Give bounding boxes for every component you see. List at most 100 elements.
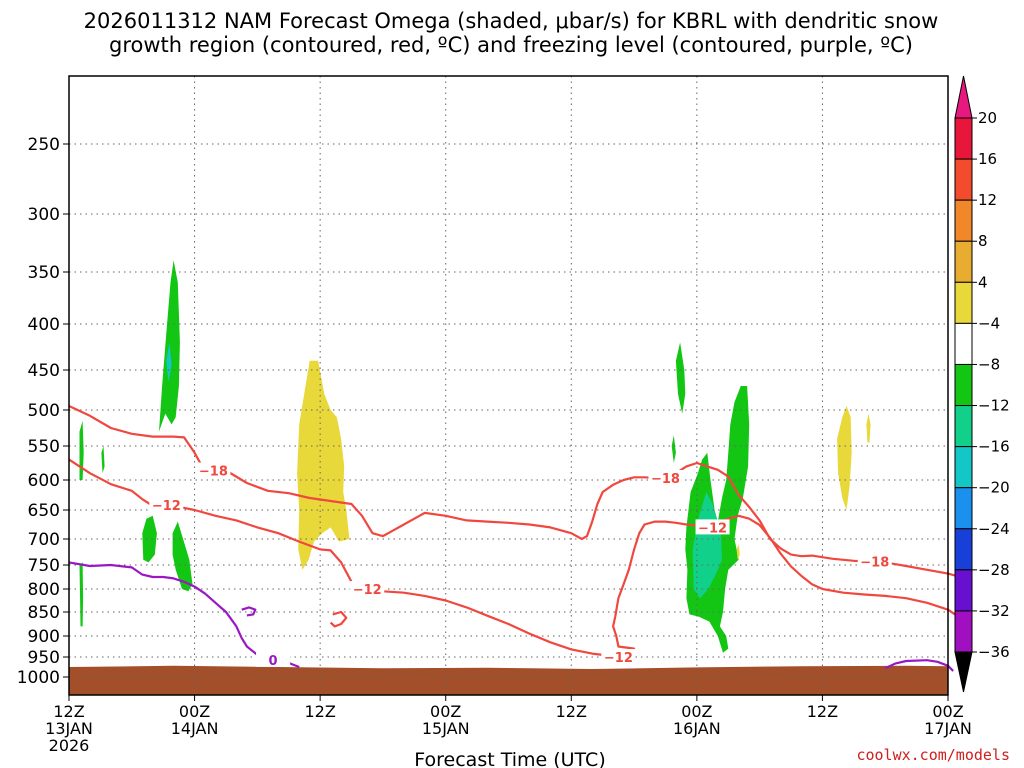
contour-label-0: −18 — [199, 464, 228, 479]
chart-title-line1: 2026011312 NAM Forecast Omega (shaded, μ… — [84, 9, 939, 33]
colorbar-label-3: 8 — [978, 232, 988, 250]
contour-line-0 — [68, 405, 964, 580]
y-tick-label-700: 700 — [28, 530, 60, 550]
credit-text: coolwx.com/models — [856, 746, 1010, 764]
x-tick-label-12-1: 14JAN — [171, 719, 219, 738]
omega-region-5 — [142, 515, 157, 563]
colorbar-label-8: −16 — [978, 438, 1010, 456]
terrain-fill — [69, 665, 948, 695]
colorbar-label-1: 16 — [978, 150, 997, 168]
y-tick-label-300: 300 — [28, 205, 60, 225]
terrain-polygon — [69, 665, 948, 695]
colorbar-segment-2 — [954, 199, 973, 242]
x-tick-label-72-0: 12Z — [807, 702, 838, 721]
omega-region-6 — [172, 521, 193, 592]
contour-line-2 — [329, 610, 348, 628]
contour-label-7: 0 — [269, 654, 278, 669]
colorbar-segment-10 — [954, 528, 973, 571]
omega-region-1 — [166, 342, 172, 382]
y-tick-label-900: 900 — [28, 627, 60, 647]
omega-region-9 — [671, 435, 676, 463]
x-tick-label-84-0: 00Z — [932, 702, 963, 721]
omega-region-3 — [101, 446, 105, 474]
y-tick-label-950: 950 — [28, 648, 60, 668]
colorbar-label-11: −28 — [978, 561, 1010, 579]
omega-region-4 — [79, 562, 84, 627]
colorbar-segment-5 — [954, 322, 973, 365]
omega-region-13 — [837, 406, 852, 510]
colorbar-label-2: 12 — [978, 191, 997, 209]
y-tick-label-600: 600 — [28, 471, 60, 491]
y-tick-label-500: 500 — [28, 401, 60, 421]
colorbar-label-6: −8 — [978, 355, 1000, 373]
colorbar-label-10: −24 — [978, 520, 1010, 538]
y-tick-label-250: 250 — [28, 135, 60, 155]
x-tick-label-60-1: 16JAN — [673, 719, 721, 738]
omega-region-14 — [866, 413, 871, 443]
colorbar-segment-9 — [954, 487, 973, 530]
y-tick-label-400: 400 — [28, 315, 60, 335]
x-tick-label-60-0: 00Z — [681, 702, 712, 721]
chart-title-line2: growth region (contoured, red, ºC) and f… — [109, 33, 913, 57]
contour-label-2: −18 — [651, 472, 680, 487]
colorbar-bottom-arrow — [954, 651, 973, 693]
contour-label-6: −12 — [604, 651, 633, 666]
y-tick-label-800: 800 — [28, 580, 60, 600]
colorbar-segment-6 — [954, 363, 973, 407]
contour-label-bg-3 — [695, 519, 730, 535]
omega-region-11 — [692, 492, 722, 599]
x-tick-label-0-0: 12Z — [53, 702, 84, 721]
x-tick-label-36-1: 15JAN — [422, 719, 470, 738]
y-tick-label-650: 650 — [28, 501, 60, 521]
y-tick-label-550: 550 — [28, 437, 60, 457]
contour-line-4 — [241, 606, 257, 617]
colorbar-segment-12 — [954, 610, 973, 653]
colorbar-segment-11 — [954, 569, 973, 612]
x-tick-label-48-0: 12Z — [556, 702, 587, 721]
colorbar: 20 16 12 8 4 −4 −8 −12 −16 −20 −24 −28 −32 −36 — [954, 75, 1010, 693]
contour-label-bg-0 — [196, 462, 231, 478]
colorbar-segment-8 — [954, 446, 973, 489]
omega-shading — [79, 260, 965, 653]
omega-region-7 — [297, 360, 350, 570]
contour-label-5: −12 — [353, 583, 382, 598]
contour-label-bg-7 — [256, 651, 291, 667]
contour-line-1 — [68, 458, 960, 659]
y-tick-label-350: 350 — [28, 263, 60, 283]
contour-label-3: −12 — [698, 521, 727, 536]
x-tick-label-0-1: 13JAN — [45, 719, 93, 738]
colorbar-label-5: −4 — [978, 314, 1000, 332]
x-axis-label: Forecast Time (UTC) — [414, 749, 605, 768]
x-tick-label-24-0: 12Z — [304, 702, 335, 721]
x-tick-label-84-1: 17JAN — [924, 719, 972, 738]
colorbar-label-4: 4 — [978, 273, 988, 291]
colorbar-label-0: 20 — [978, 109, 997, 127]
x-tick-label-36-0: 00Z — [430, 702, 461, 721]
colorbar-segment-0 — [954, 117, 973, 160]
contour-label-bg-6 — [601, 649, 636, 664]
y-tick-label-750: 750 — [28, 556, 60, 576]
y-tick-label-850: 850 — [28, 603, 60, 623]
contour-label-bg-1 — [149, 497, 184, 513]
y-axis-ticks: 250 300 350 400 450 500 550 600 650 700 750 800 850 9… — [17, 135, 69, 688]
contour-label-bg-2 — [648, 469, 683, 485]
x-tick-label-0-2: 2026 — [49, 736, 90, 755]
gridlines — [68, 76, 949, 695]
colorbar-label-12: −32 — [978, 602, 1010, 620]
contour-label-bg-4 — [857, 553, 892, 569]
plot-frame — [68, 75, 949, 696]
colorbar-segment-7 — [954, 405, 973, 448]
colorbar-segment-3 — [954, 240, 973, 283]
contour-label-1: −12 — [152, 499, 181, 514]
omega-region-15 — [736, 544, 740, 560]
y-tick-label-1000: 1000 — [17, 668, 60, 688]
colorbar-top-arrow — [954, 75, 973, 119]
y-tick-label-450: 450 — [28, 361, 60, 381]
colorbar-label-9: −20 — [978, 479, 1010, 497]
colorbar-segment-1 — [954, 158, 973, 201]
colorbar-label-7: −12 — [978, 397, 1010, 415]
contour-label-bg-5 — [350, 581, 385, 596]
colorbar-segment-4 — [954, 281, 973, 324]
